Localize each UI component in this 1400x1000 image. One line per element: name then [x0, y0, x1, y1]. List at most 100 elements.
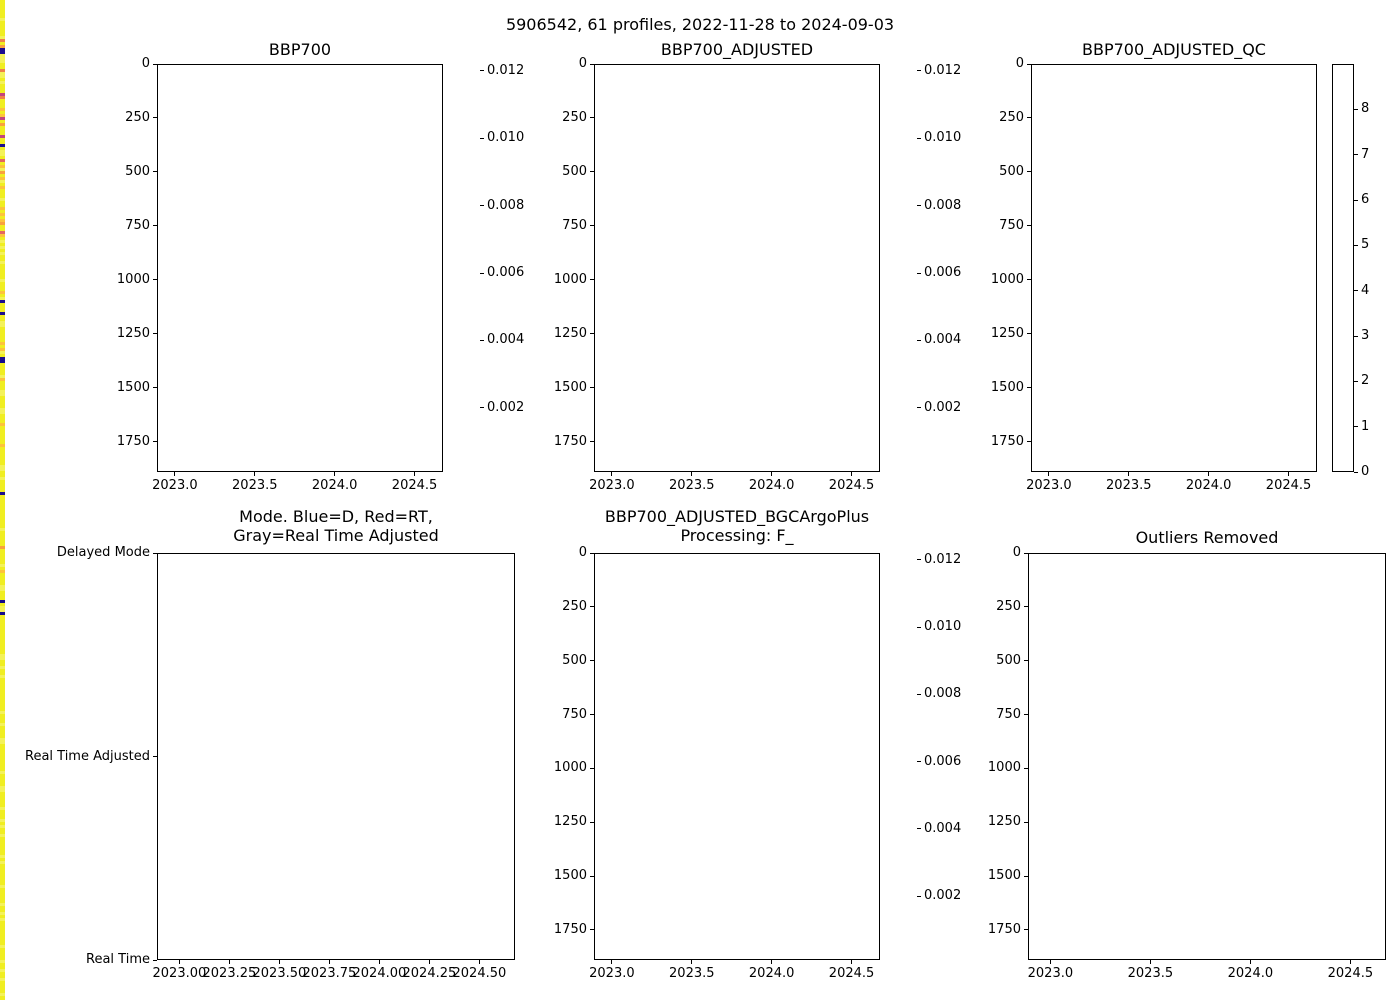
heatmap-dash [0, 756, 6, 759]
y-tick-mark [1024, 929, 1028, 931]
heatmap-dash [0, 414, 6, 417]
heatmap-dash [0, 837, 6, 840]
colorbar-tick-mark [917, 693, 921, 695]
heatmap-dash [0, 657, 6, 660]
colorbar-tick-mark [917, 205, 921, 207]
x-tick-label: 2024.25 [402, 966, 457, 981]
heatmap-dash [0, 237, 6, 240]
x-tick-label: 2024.5 [391, 478, 438, 493]
x-tick-mark [478, 960, 480, 964]
x-tick-label: 2023.0 [589, 966, 635, 981]
y-tick-label: 250 [996, 598, 1021, 614]
heatmap-dash [0, 651, 6, 654]
y-tick-label: 1000 [987, 760, 1021, 776]
heatmap-dash [0, 99, 6, 102]
y-tick-mark [590, 387, 594, 389]
heatmap-dash [0, 228, 6, 231]
y-tick-label: 250 [562, 598, 587, 614]
heatmap-dash [0, 252, 6, 255]
x-tick-label: 2023.00 [152, 966, 207, 981]
x-tick-mark [254, 472, 256, 476]
heatmap-dash [0, 177, 6, 180]
heatmap-dash [0, 84, 6, 87]
heatmap-dash [0, 186, 6, 189]
colorbar-tick-mark [917, 272, 921, 274]
heatmap-dash [0, 912, 6, 915]
heatmap-dash [0, 525, 6, 528]
colorbar-tick-mark [917, 626, 921, 628]
heatmap-dash [0, 96, 6, 99]
heatmap-dash [0, 750, 6, 753]
y-tick-mark [1027, 333, 1031, 335]
heatmap-dash [0, 432, 6, 435]
heatmap-dash [0, 693, 6, 696]
colorbar-tick-label: 0.012 [924, 551, 962, 567]
heatmap-dash [0, 699, 6, 702]
heatmap-dash [0, 411, 6, 414]
y-tick-label: 1250 [116, 325, 150, 341]
axes-frame [594, 64, 880, 472]
heatmap-dash [0, 417, 6, 420]
heatmap-dash [0, 918, 6, 921]
heatmap-dash [0, 165, 6, 168]
heatmap-dash [0, 960, 6, 963]
heatmap-dash [0, 351, 6, 354]
heatmap-dash [0, 402, 6, 405]
y-tick-label: 250 [562, 109, 587, 125]
x-tick-mark [1048, 472, 1050, 476]
heatmap-dash [0, 639, 6, 642]
heatmap-dash [0, 855, 6, 858]
heatmap-dash [0, 765, 6, 768]
heatmap-dash [0, 366, 6, 369]
heatmap-dash [0, 948, 6, 951]
x-tick-mark [851, 472, 853, 476]
heatmap-dash [0, 576, 6, 579]
y-tick-label: 1250 [553, 814, 587, 830]
y-tick-label: 1500 [553, 379, 587, 395]
heatmap-dash [0, 12, 6, 15]
heatmap-dash [0, 876, 6, 879]
colorbar-tick-label: 1 [1361, 418, 1370, 434]
heatmap-dash [0, 579, 6, 582]
heatmap-dash [0, 792, 6, 795]
heatmap-dash [0, 183, 6, 186]
heatmap-dash [0, 246, 6, 249]
heatmap-dash [0, 501, 6, 504]
colorbar-tick-label: 0.008 [487, 197, 525, 213]
panel-title-bgcargoplus-line2: Processing: F_ [680, 526, 794, 545]
heatmap-dash [0, 144, 6, 147]
heatmap-dash [0, 477, 6, 480]
panel-title-bgcargoplus-line1: BBP700_ADJUSTED_BGCArgoPlus [604, 507, 870, 526]
y-tick-label: 500 [125, 163, 150, 179]
y-tick-mark [590, 171, 594, 173]
heatmap-dash [0, 645, 6, 648]
heatmap-dash [0, 117, 6, 120]
y-tick-label: 1750 [987, 921, 1021, 937]
heatmap-dash [0, 393, 6, 396]
heatmap-dash [0, 744, 6, 747]
heatmap-dash [0, 24, 6, 27]
heatmap-dash [0, 540, 6, 543]
colorbar-tick-label: 4 [1361, 282, 1370, 298]
heatmap-dash [0, 243, 6, 246]
panel-title-mode-line1: Mode. Blue=D, Red=RT, [239, 507, 433, 526]
heatmap-dash [0, 492, 6, 495]
y-tick-label: 0 [141, 56, 150, 71]
colorbar-tick-mark [1354, 290, 1358, 292]
heatmap-dash [0, 426, 6, 429]
colorbar-tick-label: 3 [1361, 328, 1370, 343]
y-tick-mark [590, 606, 594, 608]
heatmap-dash [0, 612, 6, 615]
heatmap-dash [0, 387, 6, 390]
heatmap-dash [0, 276, 6, 279]
heatmap-dash [0, 363, 6, 366]
heatmap-dash [0, 225, 6, 228]
heatmap-dash [0, 600, 6, 603]
heatmap-dash [0, 861, 6, 864]
x-tick-label: 2024.5 [1327, 966, 1374, 981]
heatmap-dash [0, 711, 6, 714]
axes-frame [594, 553, 880, 960]
heatmap-dash [0, 273, 6, 276]
heatmap-dash [0, 255, 6, 258]
